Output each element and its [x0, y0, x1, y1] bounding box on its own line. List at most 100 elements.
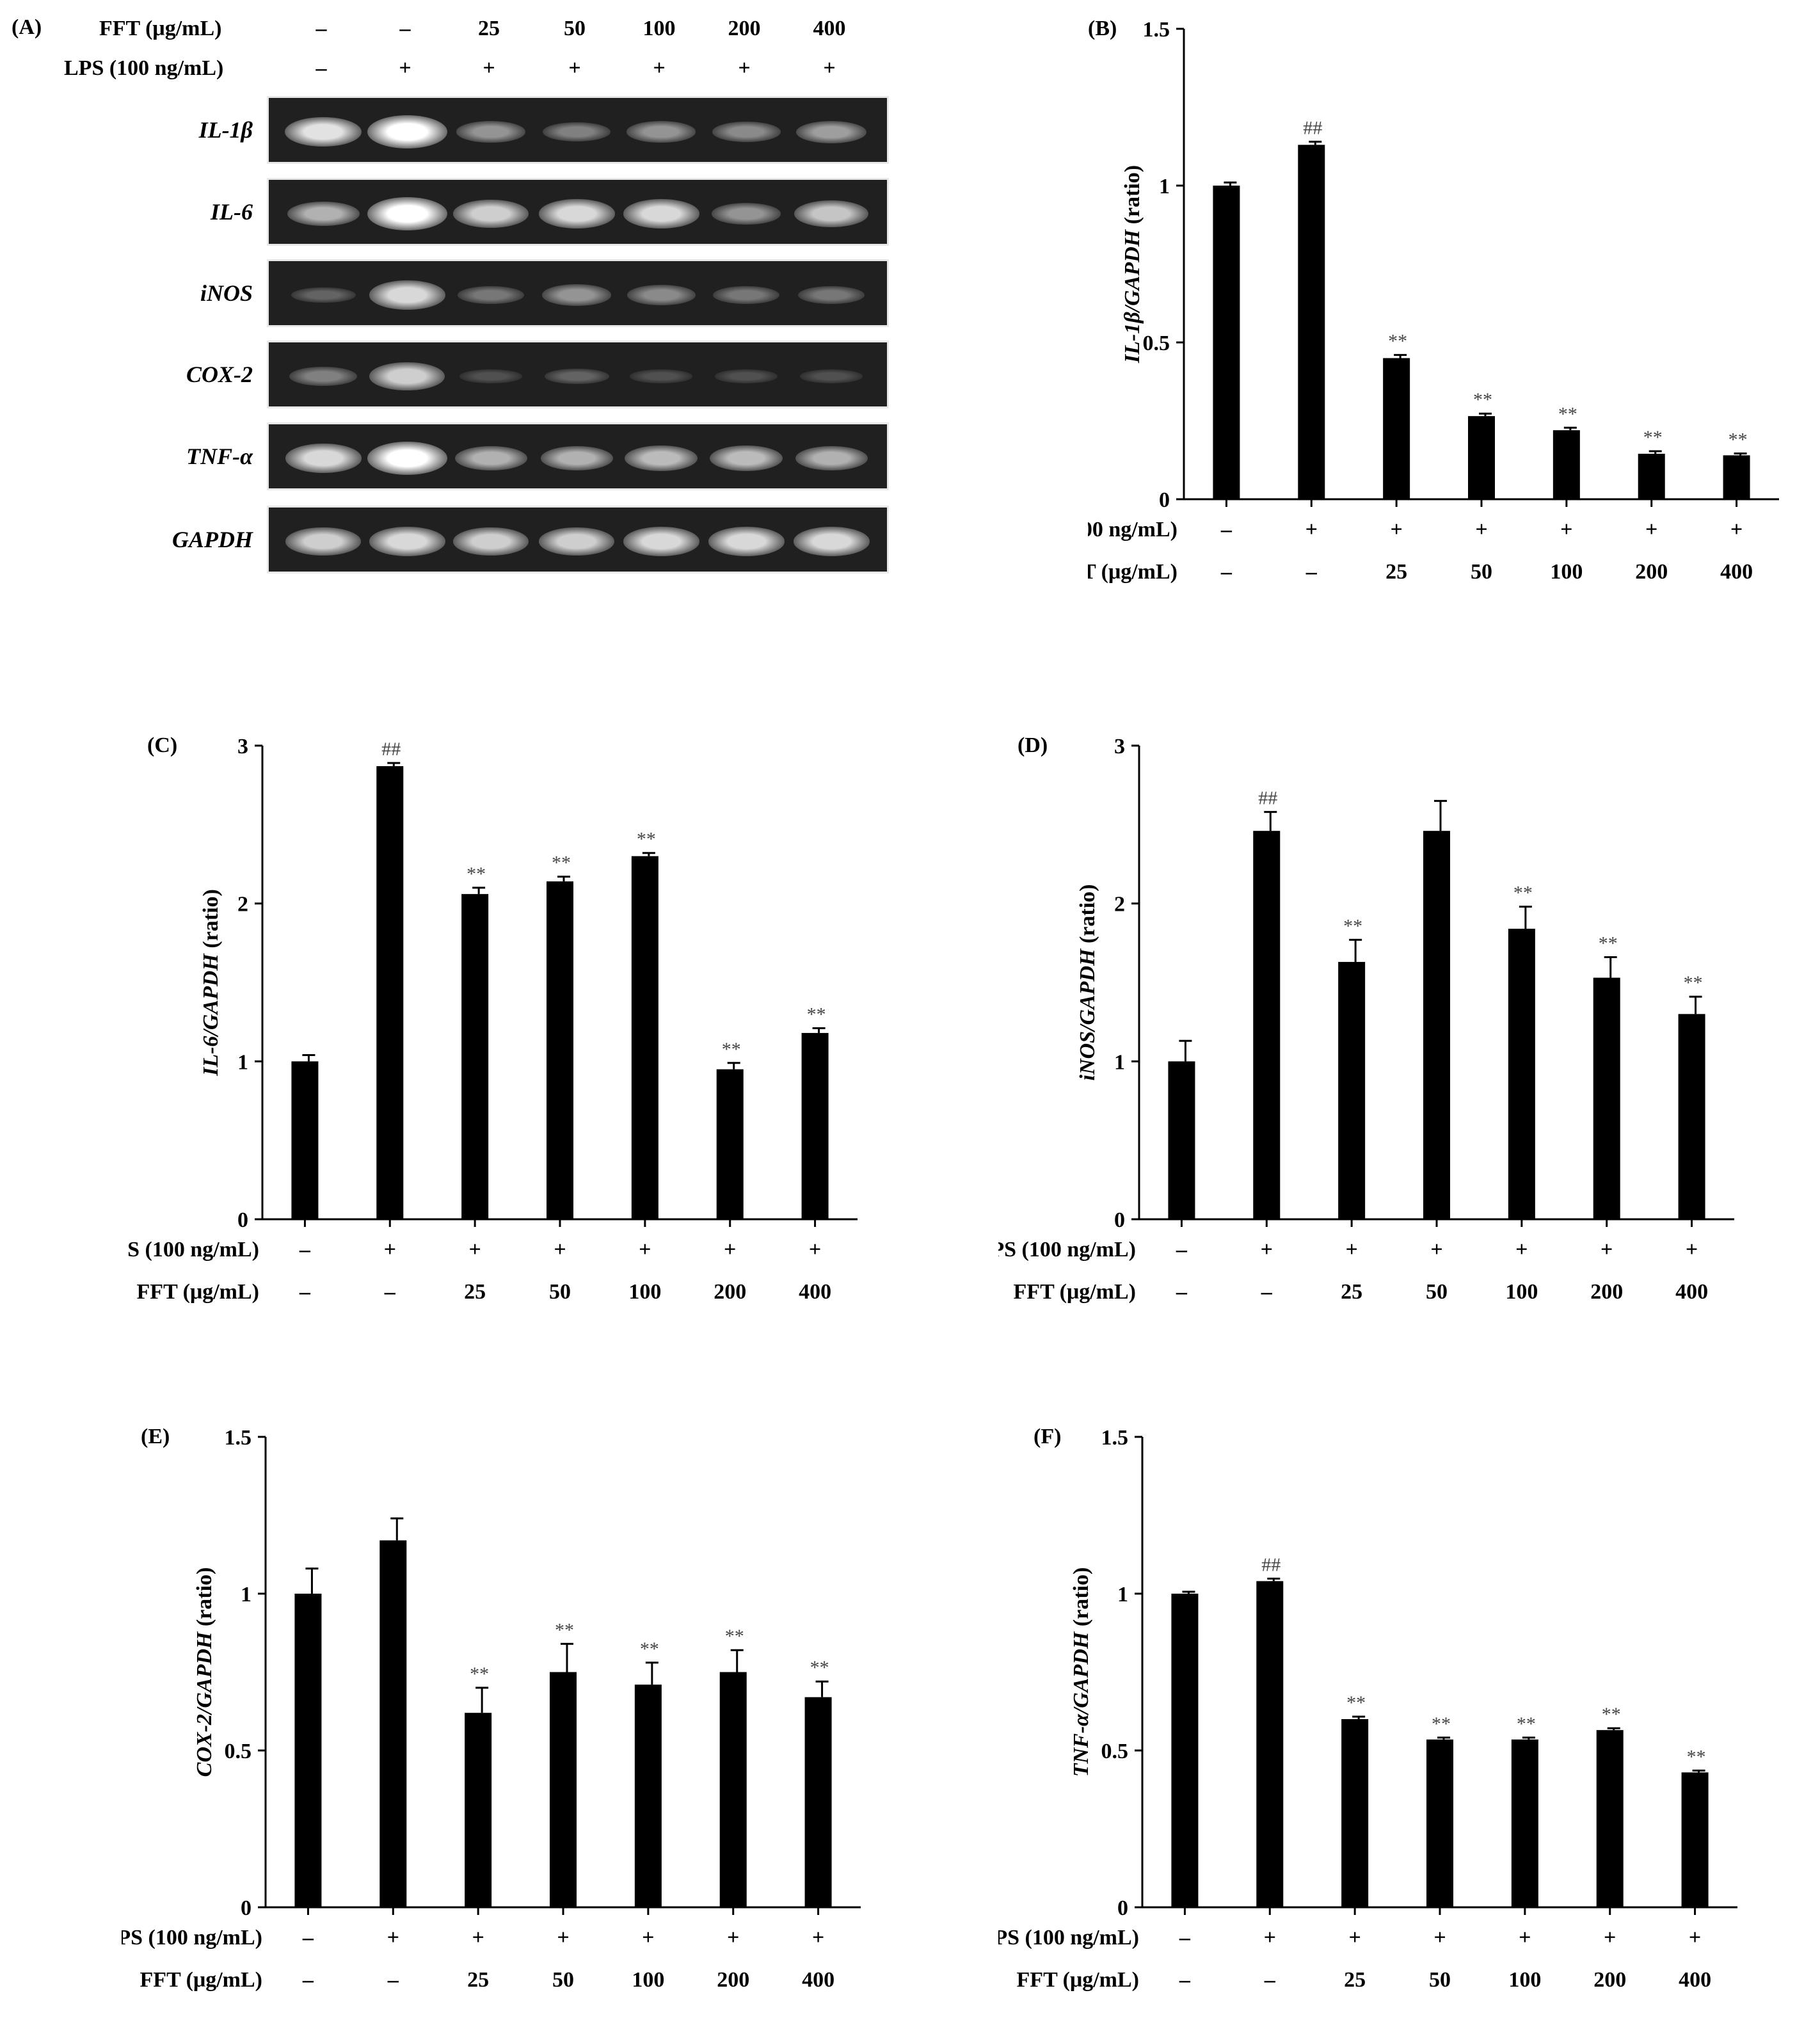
gel-fft-value: 25	[478, 17, 500, 40]
fft-value: 100	[1550, 560, 1583, 584]
y-axis-label-gene: IL-6/GAPDH	[199, 953, 223, 1077]
fft-value: 25	[467, 1968, 489, 1992]
fft-row-label: FFT (μg/mL)	[137, 1280, 259, 1304]
significance-mark: **	[1346, 1692, 1366, 1713]
lps-value: +	[554, 1238, 566, 1261]
lps-value: +	[1264, 1926, 1276, 1950]
gel-band	[543, 122, 611, 141]
panel-label-a: (A)	[12, 15, 42, 39]
gel-lps-value: +	[823, 56, 836, 80]
fft-value: –	[387, 1968, 399, 1992]
significance-mark: **	[722, 1039, 741, 1060]
bar	[716, 1069, 744, 1219]
gel-band	[285, 444, 362, 473]
fft-value: 400	[1720, 560, 1753, 584]
bar	[634, 1685, 662, 1907]
y-tick-label: 0.5	[1143, 332, 1170, 355]
fft-value: 25	[464, 1280, 486, 1304]
y-tick-label: 1.5	[1143, 18, 1170, 42]
gel-band	[627, 285, 696, 305]
y-tick-label: 1.5	[1101, 1426, 1129, 1450]
gel-band	[453, 527, 529, 556]
fft-value: 400	[799, 1280, 831, 1304]
fft-value: –	[1220, 560, 1233, 584]
gel-band	[709, 445, 783, 472]
fft-value: –	[1176, 1280, 1188, 1304]
lps-value: +	[384, 1238, 396, 1261]
bar	[1213, 186, 1240, 499]
fft-value: –	[302, 1968, 314, 1992]
bar	[547, 881, 573, 1219]
gel-fft-value: 100	[643, 17, 676, 40]
gel-band	[715, 369, 778, 383]
bar	[804, 1697, 832, 1907]
y-tick-label: 1.5	[225, 1426, 252, 1450]
gel-row-label: iNOS	[200, 280, 253, 306]
gel-band	[800, 369, 863, 383]
bar	[1553, 430, 1580, 499]
y-axis-label-unit: (ratio)	[1121, 165, 1144, 230]
gel-band	[538, 199, 615, 228]
fft-value: 25	[1385, 560, 1407, 584]
chart-f-tnfa: (F) 0 0.5 1 1.5 TNF-α/GAPDH (ratio) – – ## + – ** +2…	[998, 1425, 1737, 1992]
bar	[1681, 1772, 1709, 1907]
significance-mark: ##	[1303, 117, 1322, 138]
lps-value: +	[1430, 1238, 1442, 1261]
fft-value: 50	[1471, 560, 1492, 584]
lps-value: +	[639, 1238, 651, 1261]
fft-value: 200	[714, 1280, 746, 1304]
lps-value: +	[1686, 1238, 1698, 1261]
lps-value: +	[1730, 518, 1743, 541]
gel-fft-value: 400	[813, 17, 846, 40]
gel-band	[369, 280, 445, 310]
panel-label: (F)	[1034, 1425, 1061, 1448]
gel-band	[285, 527, 361, 556]
significance-mark: **	[725, 1626, 744, 1647]
fft-value: –	[1179, 1968, 1191, 1992]
lps-value: +	[1645, 518, 1657, 541]
panel-label: (B)	[1088, 17, 1117, 40]
y-tick-label: 0	[1117, 1896, 1128, 1920]
y-axis-label: IL-1β/GAPDH (ratio)	[1121, 165, 1144, 364]
y-axis-label: iNOS/GAPDH (ratio)	[1076, 885, 1099, 1081]
fft-value: –	[1264, 1968, 1276, 1992]
significance-mark: **	[1599, 933, 1618, 954]
bar	[1723, 455, 1750, 499]
y-axis-label-unit: (ratio)	[1076, 885, 1099, 949]
significance-mark: **	[810, 1657, 829, 1678]
gel-fft-value: 50	[564, 17, 586, 40]
fft-value: 50	[549, 1280, 571, 1304]
gel-lps-value: +	[483, 56, 495, 80]
fft-value: 100	[1505, 1280, 1538, 1304]
lps-value: +	[468, 1238, 481, 1261]
bar	[1593, 977, 1620, 1219]
gel-band	[287, 201, 360, 227]
lps-value: +	[1261, 1238, 1273, 1261]
lps-value: +	[1604, 1926, 1616, 1950]
bar	[461, 893, 489, 1219]
lps-value: +	[642, 1926, 654, 1950]
lps-value: +	[1515, 1238, 1528, 1261]
gel-band	[369, 362, 445, 390]
lps-value: –	[302, 1926, 314, 1950]
lps-value: +	[472, 1926, 484, 1950]
fft-value: –	[384, 1280, 396, 1304]
gel-band	[798, 285, 865, 305]
bar	[801, 1032, 829, 1219]
fft-value: 50	[1429, 1968, 1451, 1992]
lps-row-label: LPS (100 ng/mL)	[1088, 518, 1177, 541]
panel-label: (E)	[141, 1425, 170, 1448]
lps-value: +	[809, 1238, 821, 1261]
lps-value: +	[1560, 518, 1572, 541]
bar	[294, 1594, 322, 1907]
gel-lps-value: +	[653, 56, 666, 80]
gel-band	[713, 285, 779, 305]
significance-mark: **	[1728, 429, 1748, 450]
bar	[550, 1672, 577, 1907]
lps-value: +	[1475, 518, 1487, 541]
panel-label: (C)	[147, 733, 177, 757]
bar	[465, 1713, 492, 1907]
fft-value: 100	[628, 1280, 661, 1304]
significance-mark: **	[467, 863, 486, 885]
y-axis-label-gene: iNOS/GAPDH	[1076, 948, 1099, 1080]
